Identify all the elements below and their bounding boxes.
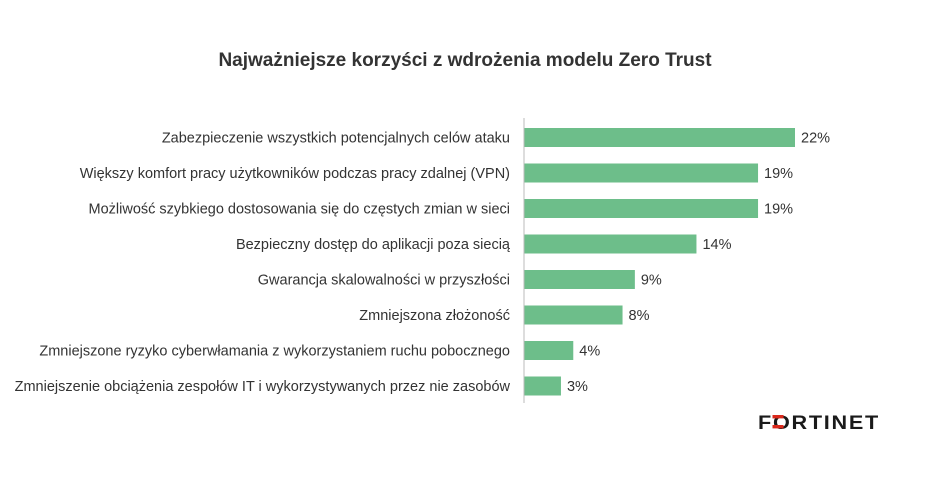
bars-layer [524,128,795,396]
category-label-3: Możliwość szybkiego dostosowania się do … [89,202,510,218]
value-label-4: 14% [702,237,731,253]
category-label-6: Zmniejszona złożoność [359,308,510,324]
category-labels: Zabezpieczenie wszystkich potencjalnych … [15,131,511,396]
bar-1 [524,128,795,147]
chart-title: Najważniejsze korzyści z wdrożenia model… [218,50,712,71]
value-label-2: 19% [764,166,793,182]
bar-5 [524,270,635,289]
category-label-4: Bezpieczny dostęp do aplikacji poza siec… [236,237,511,253]
value-label-3: 19% [764,202,793,218]
value-label-5: 9% [641,273,662,289]
value-label-1: 22% [801,131,830,147]
category-label-1: Zabezpieczenie wszystkich potencjalnych … [162,131,510,147]
category-label-2: Większy komfort pracy użytkowników podcz… [80,166,510,182]
fortinet-logo-text: FORTINET [758,413,880,433]
value-labels: 22% 19% 19% 14% 9% 8% 4% 3% [567,131,830,396]
fortinet-logo-mark-bottom [772,425,784,429]
bar-3 [524,199,759,218]
value-label-7: 4% [579,344,600,360]
value-label-6: 8% [629,308,650,324]
bar-7 [524,341,574,360]
category-label-5: Gwarancja skalowalności w przyszłości [258,273,510,289]
fortinet-logo: FORTINET [758,413,880,433]
bar-4 [524,234,697,254]
bar-2 [524,163,759,183]
category-label-8: Zmniejszenie obciążenia zespołów IT i wy… [15,379,511,395]
fortinet-logo-mark-top [772,415,784,419]
bar-6 [524,305,623,325]
value-label-8: 3% [567,379,588,395]
bar-8 [524,376,561,396]
category-label-7: Zmniejszone ryzyko cyberwłamania z wykor… [39,344,510,360]
